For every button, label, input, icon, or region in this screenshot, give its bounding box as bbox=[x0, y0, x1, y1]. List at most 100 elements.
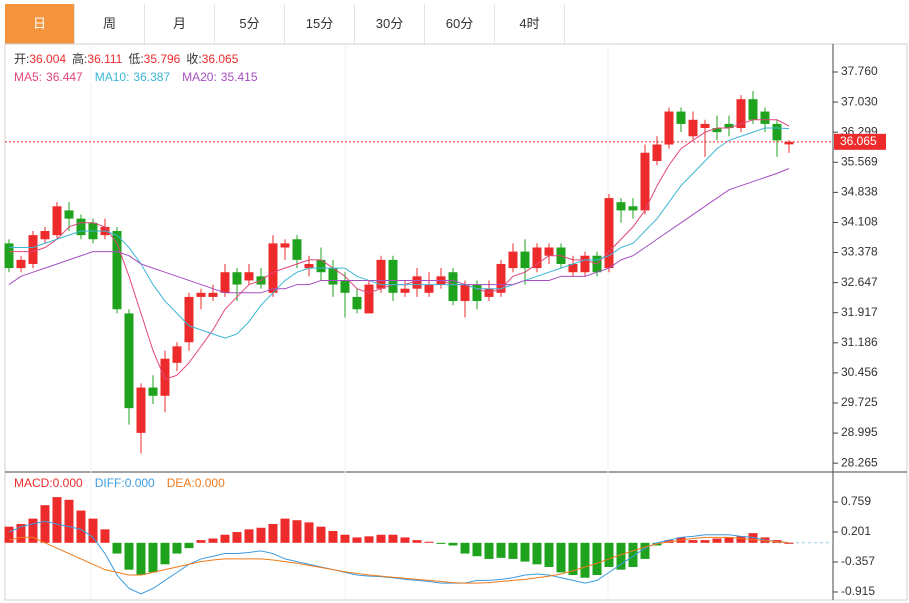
macd-bar bbox=[784, 542, 794, 544]
macd-bar bbox=[184, 542, 194, 549]
tab[interactable]: 30分 bbox=[355, 4, 425, 44]
macd-bar bbox=[544, 542, 554, 567]
candle-body bbox=[232, 272, 242, 285]
candle-body bbox=[196, 292, 206, 297]
macd-bar bbox=[496, 542, 506, 558]
last-price-label: 36.065 bbox=[840, 134, 877, 148]
macd-bar bbox=[376, 534, 386, 543]
candle-body bbox=[532, 247, 542, 269]
macd-bar bbox=[412, 540, 422, 543]
tab[interactable]: 15分 bbox=[285, 4, 355, 44]
candle-body bbox=[520, 251, 530, 269]
y-tick-label: 33.378 bbox=[841, 245, 878, 259]
candle-body bbox=[208, 292, 218, 297]
candle-body bbox=[628, 206, 638, 211]
y-tick-label: 37.760 bbox=[841, 64, 878, 78]
candle-body bbox=[76, 218, 86, 236]
candle-body bbox=[124, 313, 134, 409]
candle-body bbox=[424, 284, 434, 293]
macd-bar bbox=[28, 518, 38, 543]
y-tick-label: 28.265 bbox=[841, 455, 878, 469]
macd-bar bbox=[424, 541, 434, 543]
macd-bar bbox=[112, 542, 122, 554]
candle-body bbox=[748, 99, 758, 120]
macd-bar bbox=[604, 542, 614, 567]
candle-body bbox=[700, 123, 710, 129]
candle-body bbox=[148, 387, 158, 396]
y-tick-label: 31.186 bbox=[841, 335, 878, 349]
line bbox=[8, 168, 790, 294]
candle-body bbox=[724, 123, 734, 129]
y-tick-label: -0.915 bbox=[841, 584, 875, 598]
macd-bar bbox=[16, 523, 26, 543]
macd-bar bbox=[568, 542, 578, 576]
candle-body bbox=[652, 144, 662, 161]
candle-body bbox=[712, 128, 722, 133]
tab[interactable]: 5分 bbox=[215, 4, 285, 44]
candle-body bbox=[604, 198, 614, 269]
tab[interactable]: 日 bbox=[5, 4, 75, 44]
macd-bar bbox=[328, 530, 338, 543]
tab[interactable]: 4时 bbox=[495, 4, 565, 44]
macd-bar bbox=[208, 538, 218, 543]
y-tick-label: 32.647 bbox=[841, 275, 878, 289]
macd-bar bbox=[268, 523, 278, 543]
candle-body bbox=[508, 251, 518, 269]
tab[interactable]: 60分 bbox=[425, 4, 495, 44]
macd-bar bbox=[124, 542, 134, 570]
macd-bar bbox=[88, 518, 98, 543]
candle-body bbox=[64, 210, 74, 219]
y-tick-label: 34.108 bbox=[841, 215, 878, 229]
macd-bar bbox=[460, 542, 470, 554]
macd-bar bbox=[340, 534, 350, 543]
macd-bar bbox=[700, 540, 710, 543]
candle-body bbox=[364, 284, 374, 314]
macd-bar bbox=[292, 520, 302, 543]
ohlc-key: 低: bbox=[128, 52, 143, 66]
macd-bar bbox=[484, 542, 494, 559]
candle-body bbox=[4, 243, 14, 269]
candle-body bbox=[316, 259, 326, 273]
candle-body bbox=[664, 111, 674, 145]
candle-body bbox=[220, 272, 230, 293]
legend-value: 36.447 bbox=[46, 70, 83, 84]
macd-bar bbox=[712, 538, 722, 543]
macd-bar bbox=[628, 542, 638, 567]
candle-body bbox=[388, 259, 398, 293]
legend-name: MA20: bbox=[182, 70, 217, 84]
macd-bar bbox=[640, 542, 650, 559]
ohlc-value: 35.796 bbox=[144, 52, 181, 66]
candle-body bbox=[772, 123, 782, 141]
macd-bar bbox=[472, 542, 482, 557]
macd-bar bbox=[724, 537, 734, 543]
legend-name: DEA: bbox=[167, 476, 195, 490]
macd-bar bbox=[280, 518, 290, 543]
macd-bar bbox=[136, 542, 146, 576]
y-tick-label: 37.030 bbox=[841, 94, 878, 108]
macd-bar bbox=[688, 540, 698, 543]
y-tick-label: -0.357 bbox=[841, 554, 875, 568]
candle-body bbox=[472, 284, 482, 302]
tab[interactable]: 周 bbox=[75, 4, 145, 44]
macd-bar bbox=[400, 537, 410, 543]
candle-body bbox=[616, 202, 626, 211]
macd-bar bbox=[100, 529, 110, 543]
candle-body bbox=[760, 111, 770, 124]
macd-bar bbox=[244, 529, 254, 543]
macd-bar bbox=[304, 522, 314, 543]
candle-body bbox=[580, 255, 590, 273]
legend-value: 35.415 bbox=[221, 70, 258, 84]
line bbox=[9, 127, 790, 339]
legend-name: MA10: bbox=[95, 70, 130, 84]
candle-body bbox=[268, 243, 278, 293]
macd-bar bbox=[616, 542, 626, 570]
macd-bar bbox=[592, 542, 602, 576]
macd-bar bbox=[532, 542, 542, 565]
ohlc-key: 收: bbox=[186, 52, 201, 66]
candle-body bbox=[16, 259, 26, 269]
macd-bar bbox=[316, 526, 326, 543]
tab[interactable]: 月 bbox=[145, 4, 215, 44]
candle-body bbox=[280, 243, 290, 248]
